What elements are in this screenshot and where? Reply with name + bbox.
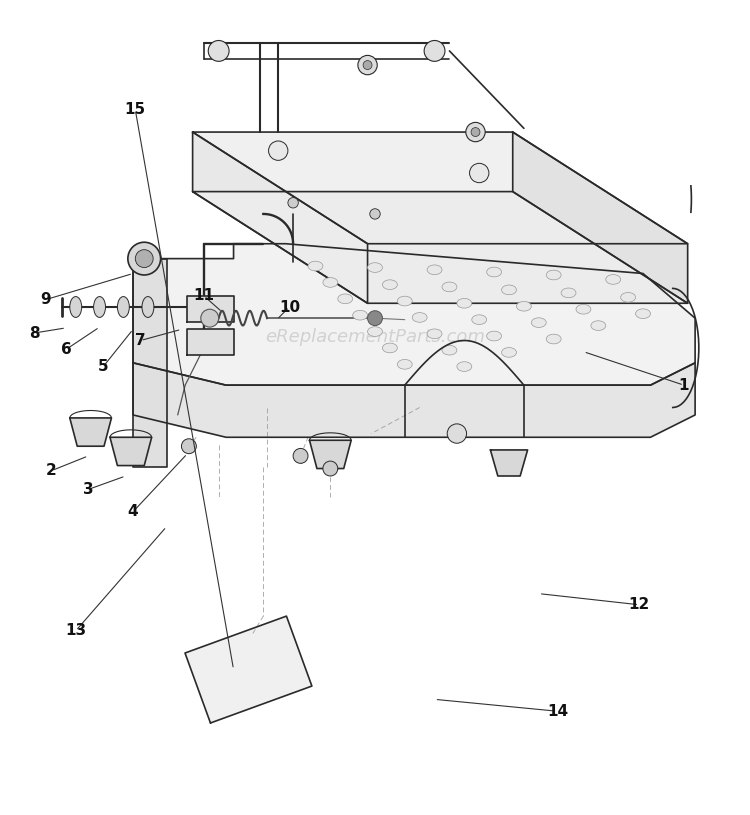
Text: 12: 12 bbox=[628, 597, 650, 612]
Ellipse shape bbox=[368, 327, 382, 337]
Text: 4: 4 bbox=[128, 504, 138, 519]
Ellipse shape bbox=[142, 297, 154, 317]
Ellipse shape bbox=[118, 297, 129, 317]
Circle shape bbox=[135, 249, 153, 267]
Ellipse shape bbox=[457, 362, 472, 372]
Ellipse shape bbox=[308, 262, 323, 271]
Circle shape bbox=[268, 141, 288, 161]
Text: 1: 1 bbox=[679, 377, 689, 393]
Ellipse shape bbox=[635, 309, 650, 319]
Ellipse shape bbox=[352, 311, 368, 320]
Circle shape bbox=[293, 448, 308, 464]
Text: 5: 5 bbox=[98, 359, 109, 374]
Ellipse shape bbox=[70, 297, 82, 317]
Text: 14: 14 bbox=[547, 703, 568, 719]
Ellipse shape bbox=[606, 275, 621, 284]
Ellipse shape bbox=[382, 280, 398, 289]
Text: 11: 11 bbox=[194, 289, 214, 303]
Ellipse shape bbox=[94, 297, 106, 317]
Circle shape bbox=[424, 41, 445, 61]
Text: 2: 2 bbox=[46, 463, 56, 478]
Polygon shape bbox=[193, 132, 688, 244]
Ellipse shape bbox=[546, 270, 561, 280]
Ellipse shape bbox=[427, 329, 442, 339]
Circle shape bbox=[363, 60, 372, 69]
Text: 8: 8 bbox=[28, 325, 39, 341]
Circle shape bbox=[358, 55, 377, 75]
Text: 9: 9 bbox=[40, 292, 51, 307]
Ellipse shape bbox=[413, 313, 427, 322]
Ellipse shape bbox=[457, 298, 472, 308]
Text: 15: 15 bbox=[124, 102, 146, 117]
Ellipse shape bbox=[487, 331, 502, 341]
Ellipse shape bbox=[382, 343, 398, 353]
Ellipse shape bbox=[561, 288, 576, 297]
Ellipse shape bbox=[442, 282, 457, 292]
Ellipse shape bbox=[531, 318, 546, 328]
Ellipse shape bbox=[591, 321, 606, 330]
Circle shape bbox=[209, 41, 229, 61]
Text: 3: 3 bbox=[83, 482, 94, 497]
Ellipse shape bbox=[621, 293, 635, 302]
Circle shape bbox=[447, 424, 466, 443]
Ellipse shape bbox=[472, 315, 487, 324]
Text: eReplacementParts.com: eReplacementParts.com bbox=[265, 328, 485, 346]
Ellipse shape bbox=[517, 302, 531, 311]
Ellipse shape bbox=[502, 347, 517, 357]
Polygon shape bbox=[193, 192, 688, 303]
Polygon shape bbox=[133, 258, 166, 467]
Ellipse shape bbox=[487, 267, 502, 277]
Circle shape bbox=[370, 209, 380, 219]
Circle shape bbox=[471, 128, 480, 137]
Text: 10: 10 bbox=[279, 299, 300, 315]
Ellipse shape bbox=[427, 265, 442, 275]
Circle shape bbox=[470, 163, 489, 183]
Ellipse shape bbox=[546, 334, 561, 344]
Ellipse shape bbox=[442, 346, 457, 355]
Circle shape bbox=[128, 242, 160, 275]
Polygon shape bbox=[310, 440, 351, 469]
Polygon shape bbox=[110, 438, 152, 465]
Polygon shape bbox=[133, 363, 695, 438]
Polygon shape bbox=[188, 329, 233, 355]
Polygon shape bbox=[133, 244, 695, 385]
Circle shape bbox=[288, 197, 298, 208]
Polygon shape bbox=[70, 418, 112, 446]
Ellipse shape bbox=[323, 278, 338, 287]
Polygon shape bbox=[513, 132, 688, 303]
Ellipse shape bbox=[398, 296, 412, 306]
Text: 13: 13 bbox=[65, 623, 86, 638]
Text: 6: 6 bbox=[61, 342, 71, 357]
Circle shape bbox=[368, 311, 382, 326]
Polygon shape bbox=[185, 616, 312, 723]
Circle shape bbox=[323, 461, 338, 476]
Text: 7: 7 bbox=[135, 333, 146, 348]
Polygon shape bbox=[188, 296, 233, 322]
Ellipse shape bbox=[398, 359, 412, 369]
Circle shape bbox=[466, 122, 485, 142]
Circle shape bbox=[182, 438, 196, 454]
Circle shape bbox=[201, 309, 219, 327]
Ellipse shape bbox=[576, 304, 591, 314]
Ellipse shape bbox=[338, 294, 352, 304]
Polygon shape bbox=[490, 450, 527, 476]
Polygon shape bbox=[193, 132, 368, 303]
Ellipse shape bbox=[502, 285, 517, 295]
Ellipse shape bbox=[368, 262, 382, 272]
